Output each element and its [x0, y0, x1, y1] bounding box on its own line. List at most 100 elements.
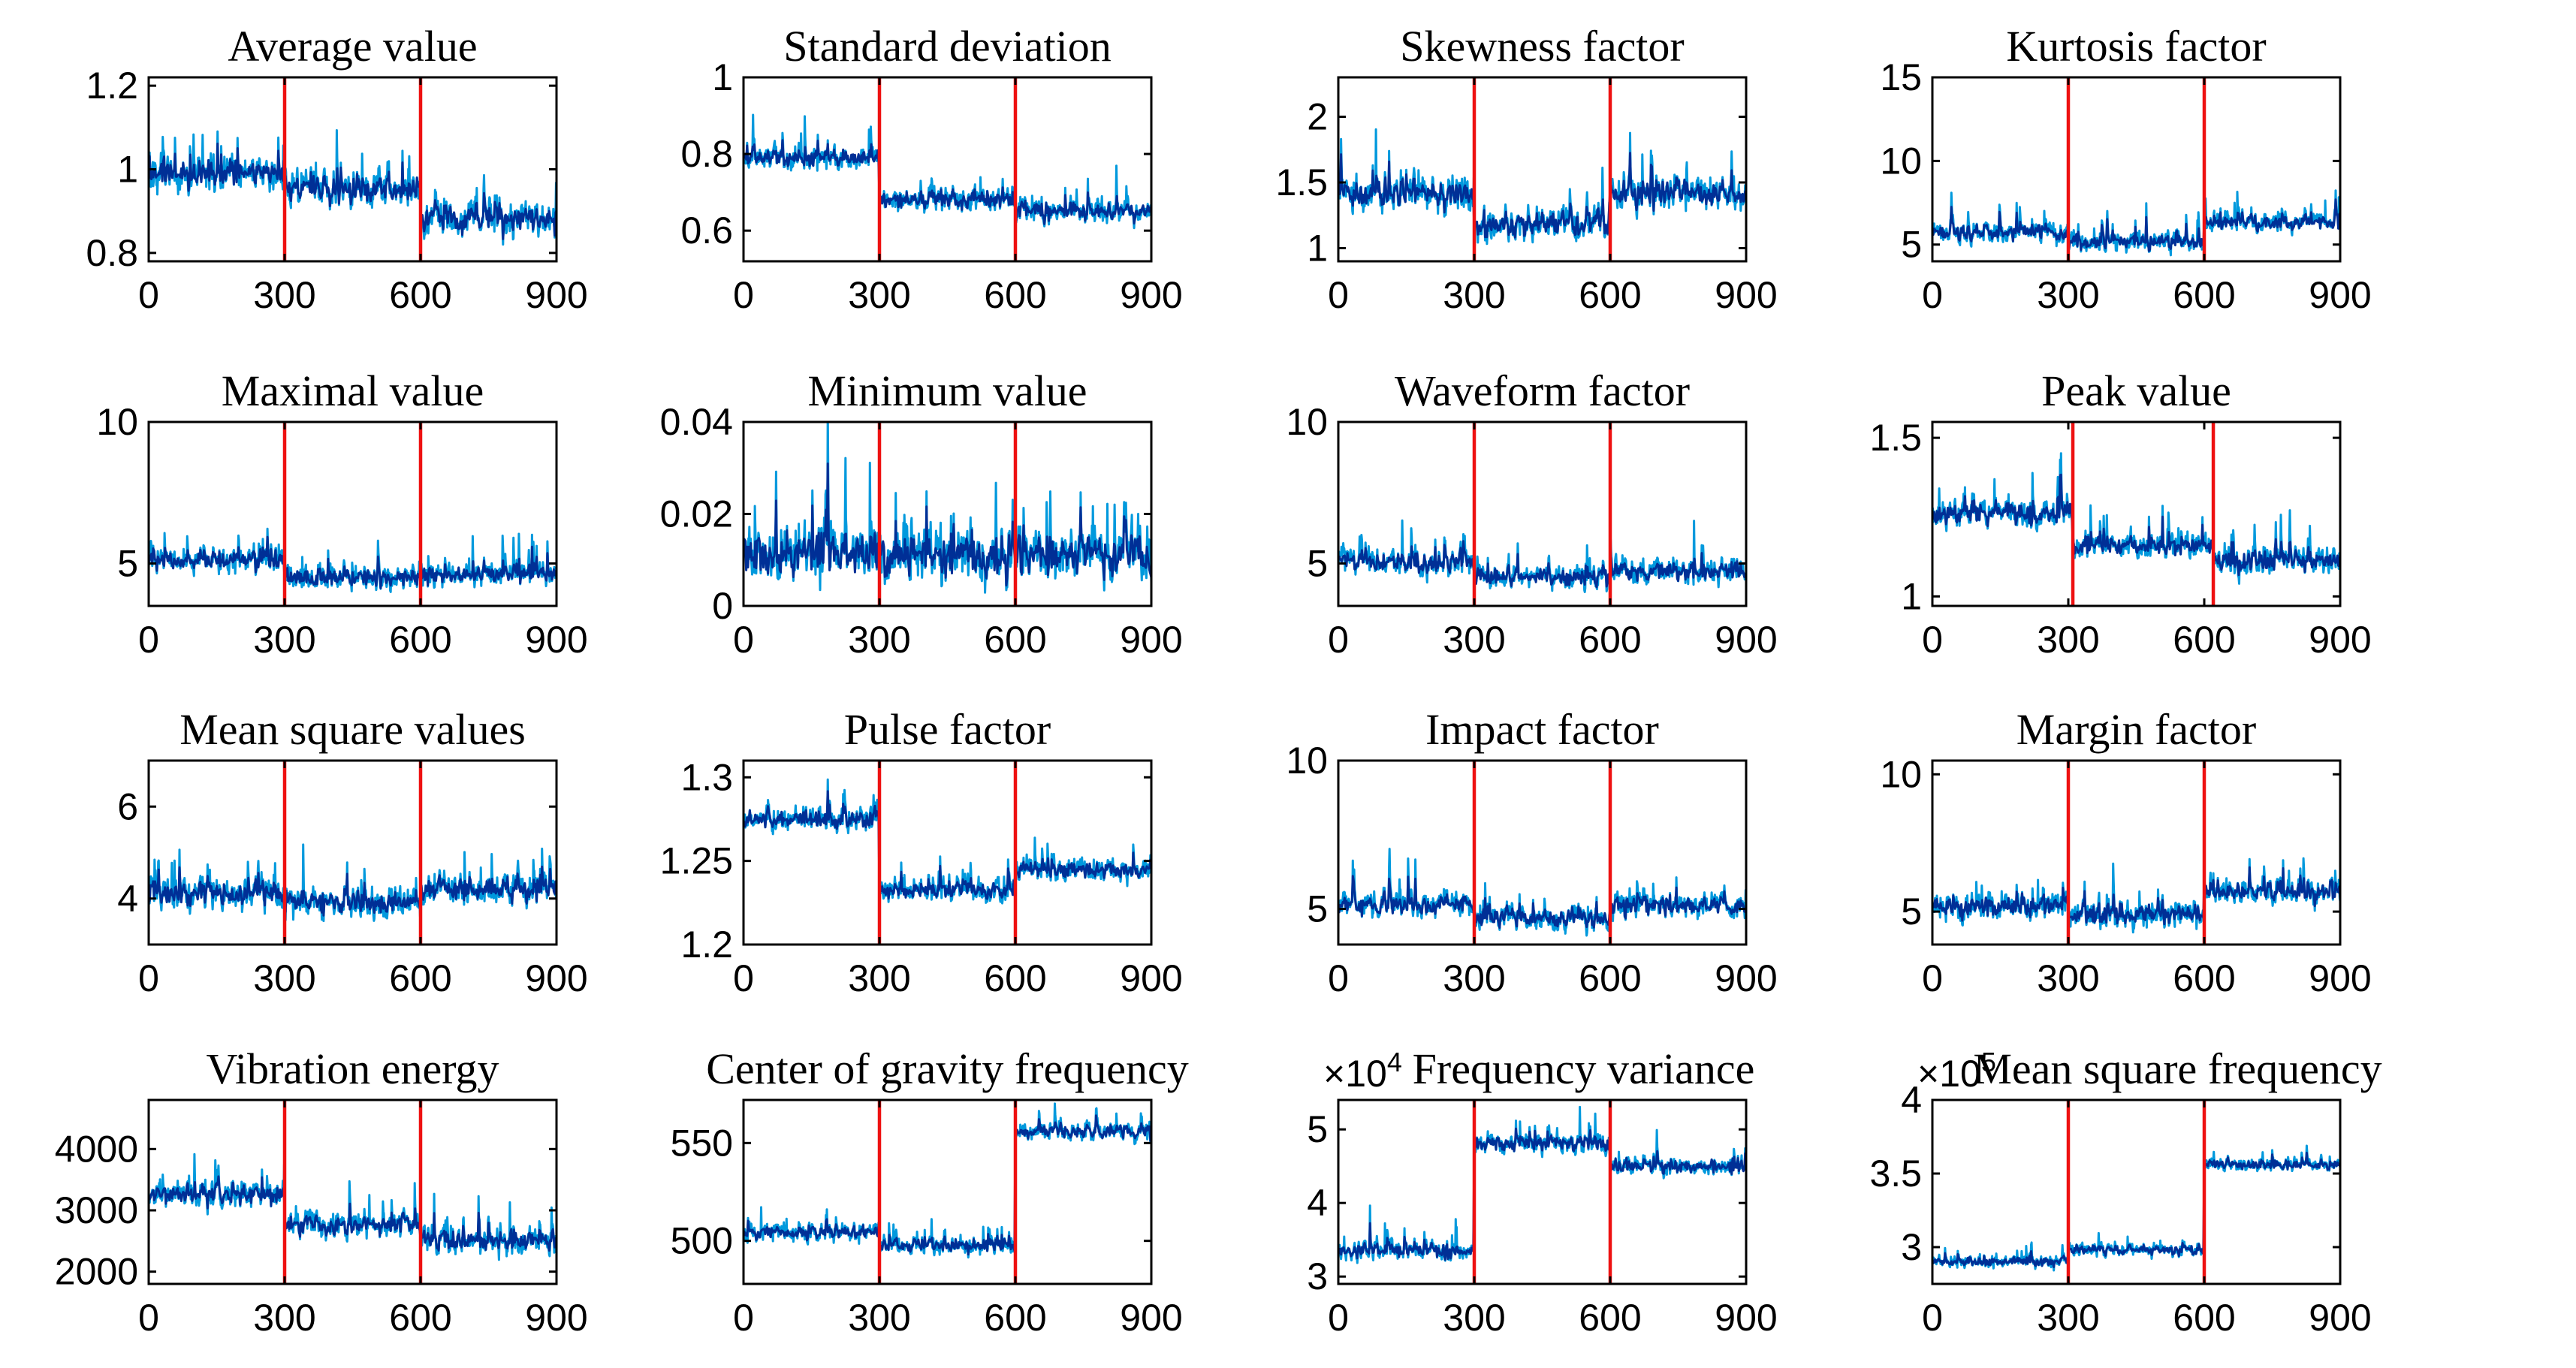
- x-tick-label: 900: [1715, 957, 1777, 999]
- signal-trace-dark: [149, 1175, 556, 1252]
- signal-trace-dark: [1339, 875, 1745, 930]
- subplot-title: Vibration energy: [206, 1044, 499, 1093]
- subplot-title: Center of gravity frequency: [706, 1044, 1189, 1093]
- x-tick-label: 0: [138, 957, 159, 999]
- y-tick-label: 15: [1880, 56, 1922, 98]
- y-tick-label: 0.02: [660, 493, 733, 535]
- signal-trace-dark: [1339, 1127, 1745, 1261]
- signal-trace-dark: [149, 865, 556, 917]
- subplot-6: Minimum value 0 300 600 900 0 0.02 0.04: [660, 366, 1183, 661]
- x-tick-label: 600: [984, 619, 1046, 661]
- subplot-14: Center of gravity frequency 0 300 600 900 500…: [671, 1044, 1189, 1339]
- signal-trace-dark: [149, 535, 556, 589]
- plot-frame: [147, 759, 558, 946]
- x-tick-label: 600: [984, 957, 1046, 999]
- subplot-title: Mean square frequency: [1973, 1044, 2381, 1093]
- x-tick-label: 0: [1328, 1297, 1349, 1339]
- subplot-title: Kurtosis factor: [2006, 22, 2266, 71]
- signal-trace-dark: [1933, 198, 2339, 252]
- axis-multiplier: ×104: [1323, 1047, 1402, 1095]
- plot-border: [1337, 1098, 1748, 1285]
- x-tick-label: 300: [848, 1297, 910, 1339]
- subplot-4: Kurtosis factor 0 300 600 900 5 10 15: [1880, 22, 2371, 316]
- x-tick-label: 0: [1922, 1297, 1943, 1339]
- y-tick-label: 10: [1880, 140, 1922, 182]
- y-tick-label: 2: [1307, 96, 1328, 138]
- x-tick-label: 600: [2173, 1297, 2235, 1339]
- x-tick-label: 900: [1120, 619, 1182, 661]
- y-tick-label: 5: [1901, 224, 1922, 266]
- plot-frame: [1337, 76, 1748, 263]
- y-tick-label: 1.5: [1869, 417, 1922, 459]
- x-tick-label: 300: [1443, 1297, 1505, 1339]
- plot-border: [742, 759, 1153, 946]
- signal-trace-light: [149, 1153, 556, 1261]
- signal-trace-dark: [744, 463, 1151, 587]
- y-tick-label: 3: [1901, 1226, 1922, 1268]
- plot-frame: [742, 759, 1153, 946]
- x-tick-label: 300: [2037, 1297, 2099, 1339]
- x-tick-label: 600: [1579, 957, 1641, 999]
- x-tick-label: 300: [253, 619, 315, 661]
- x-tick-label: 0: [138, 274, 159, 316]
- x-tick-label: 300: [848, 274, 910, 316]
- x-tick-label: 600: [2173, 957, 2235, 999]
- signal-trace-dark: [1933, 1151, 2339, 1268]
- subplot-13: Vibration energy 0 300 600 900 2000 3000 4000: [55, 1044, 588, 1339]
- x-tick-label: 600: [2173, 274, 2235, 316]
- x-tick-label: 900: [1715, 1297, 1777, 1339]
- y-tick-label: 0: [712, 585, 733, 627]
- subplot-title: Margin factor: [2016, 705, 2256, 754]
- y-tick-label: 0.04: [660, 401, 733, 443]
- signal-trace-dark: [744, 1114, 1151, 1256]
- x-tick-label: 300: [1443, 274, 1505, 316]
- x-tick-label: 300: [848, 957, 910, 999]
- subplot-title: Maximal value: [222, 366, 484, 415]
- y-tick-label: 1: [1307, 227, 1328, 270]
- x-tick-label: 0: [138, 1297, 159, 1339]
- subplot-12: Margin factor 0 300 600 900 5 10: [1880, 705, 2371, 999]
- y-tick-label: 5: [1901, 890, 1922, 933]
- y-tick-label: 500: [671, 1220, 733, 1262]
- subplot-7: Waveform factor 0 300 600 900 5 10: [1286, 366, 1777, 661]
- y-tick-label: 5: [1307, 888, 1328, 930]
- subplot-1: Average value 0 300 600 900 0.8 1 1.2: [86, 22, 587, 316]
- plot-border: [1337, 759, 1748, 946]
- x-tick-label: 0: [733, 619, 754, 661]
- y-tick-label: 6: [117, 785, 138, 827]
- subplot-16: Mean square frequency×105 0 300 600 900 3 3.5 4: [1869, 1044, 2381, 1339]
- y-tick-label: 1: [712, 56, 733, 98]
- signal-trace-dark: [1339, 152, 1745, 239]
- x-tick-label: 0: [1922, 274, 1943, 316]
- x-tick-label: 600: [389, 957, 451, 999]
- signal-trace-dark: [1339, 540, 1745, 589]
- x-tick-label: 600: [1579, 274, 1641, 316]
- y-tick-label: 10: [1286, 401, 1328, 443]
- y-tick-label: 5: [117, 542, 138, 584]
- subplot-title: Standard deviation: [783, 22, 1112, 71]
- x-tick-label: 600: [984, 274, 1046, 316]
- subplot-title: Waveform factor: [1395, 366, 1690, 415]
- x-tick-label: 600: [389, 619, 451, 661]
- x-tick-label: 300: [2037, 957, 2099, 999]
- x-tick-label: 900: [1120, 274, 1182, 316]
- x-tick-label: 900: [1120, 1297, 1182, 1339]
- signal-trace-dark: [744, 790, 1151, 900]
- y-tick-label: 0.6: [680, 209, 733, 252]
- x-tick-label: 0: [138, 619, 159, 661]
- subplot-2: Standard deviation 0 300 600 900 0.6 0.8 1: [680, 22, 1182, 316]
- y-tick-label: 0.8: [86, 232, 138, 274]
- plot-border: [1931, 759, 2342, 946]
- plot-frame: [742, 76, 1153, 263]
- plot-border: [1337, 420, 1748, 607]
- subplot-9: Mean square values 0 300 600 900 4 6: [117, 705, 588, 999]
- x-tick-label: 900: [2309, 957, 2371, 999]
- subplot-5: Maximal value 0 300 600 900 5 10: [96, 366, 587, 661]
- y-tick-label: 4: [117, 878, 138, 920]
- x-tick-label: 900: [2309, 619, 2371, 661]
- x-tick-label: 900: [1715, 274, 1777, 316]
- signal-trace-dark: [149, 142, 556, 240]
- y-tick-label: 4000: [55, 1128, 138, 1170]
- x-tick-label: 900: [1120, 957, 1182, 999]
- x-tick-label: 0: [733, 1297, 754, 1339]
